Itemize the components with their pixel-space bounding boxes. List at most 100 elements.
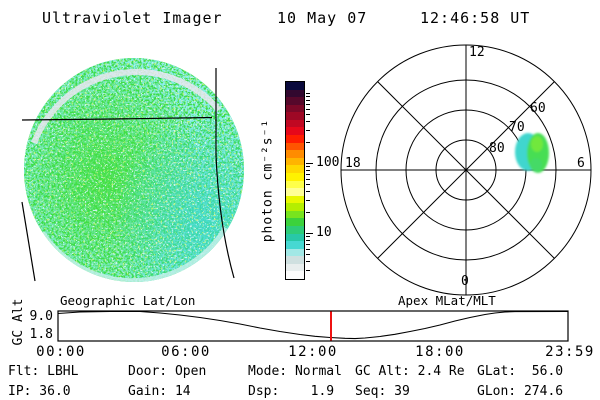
colorbar-major-tick-100 — [306, 163, 313, 164]
gc-alt-curve — [57, 310, 569, 340]
colorbar-segment — [286, 97, 304, 105]
colorbar-minor-tick — [306, 114, 310, 116]
gc-alt-timeline-plot — [57, 310, 569, 342]
colorbar-segment — [286, 271, 304, 280]
date-label: 10 May 07 — [277, 9, 368, 27]
mlt-label-18: 18 — [345, 156, 361, 171]
latitude-grid-line — [21, 116, 213, 121]
colorbar-tick-label-10: 10 — [316, 224, 332, 240]
colorbar-minor-tick — [306, 248, 310, 250]
status-ip: IP: 36.0 — [8, 384, 71, 399]
colorbar-segment — [286, 218, 304, 226]
colorbar-segment — [286, 203, 304, 211]
mlat-label-80: 80 — [489, 141, 505, 156]
ytick-1-8: 1.8 — [29, 327, 53, 342]
mlat-label-70: 70 — [509, 120, 525, 135]
geographic-grid-lines — [21, 68, 235, 282]
status-seq: Seq: 39 — [355, 384, 410, 399]
colorbar-minor-tick — [306, 191, 310, 193]
colorbar-segment — [286, 165, 304, 173]
colorbar-minor-tick — [306, 141, 310, 143]
xtick-1800: 18:00 — [415, 344, 465, 360]
status-mode: Mode: Normal — [248, 364, 342, 379]
xtick-1200: 12:00 — [288, 344, 338, 360]
colorbar-minor-tick — [306, 184, 310, 186]
colorbar-segment — [286, 248, 304, 257]
page-title: Ultraviolet Imager — [42, 9, 223, 27]
status-glat: GLat: 56.0 — [477, 364, 564, 379]
polar-grid — [340, 44, 592, 296]
colorbar-segment — [286, 210, 304, 219]
xtick-2359: 23:59 — [545, 344, 595, 360]
apex-polar-plot: 12 18 6 0 60 70 80 — [340, 44, 592, 296]
colorbar-minor-tick — [306, 103, 310, 105]
status-gc-alt: GC Alt: 2.4 Re — [355, 364, 465, 379]
colorbar-minor-tick — [306, 243, 310, 245]
longitude-grid-line — [215, 68, 235, 279]
longitude-grid-line-2 — [21, 201, 36, 282]
colorbar-segment — [286, 195, 304, 204]
colorbar-segment — [286, 225, 304, 234]
polar-caption: Apex MLat/MLT — [398, 293, 496, 308]
colorbar-unit-label: photon cm⁻²s⁻¹ — [260, 118, 276, 243]
colorbar-segment — [286, 150, 304, 158]
disk-pixels — [24, 58, 244, 282]
polar-labels: 12 18 6 0 60 70 80 — [345, 45, 585, 289]
mlt-label-6: 6 — [577, 156, 585, 171]
status-gain: Gain: 14 — [128, 384, 191, 399]
ytick-9: 9.0 — [29, 309, 53, 324]
colorbar-minor-tick — [306, 199, 310, 201]
mlat-label-60: 60 — [530, 101, 546, 116]
disk-top-fringe — [31, 68, 222, 145]
colorbar-minor-tick — [306, 254, 310, 256]
colorbar-segment — [286, 119, 304, 128]
colorbar-minor-tick — [306, 169, 310, 171]
colorbar-segment — [286, 188, 304, 196]
colorbar-minor-tick — [306, 108, 310, 110]
colorbar-minor-tick — [306, 173, 310, 175]
colorbar-minor-tick — [306, 239, 310, 241]
colorbar-minor-tick — [306, 96, 310, 98]
colorbar-segment — [286, 89, 304, 98]
colorbar-minor-tick — [306, 99, 310, 101]
colorbar-minor-tick — [306, 236, 310, 238]
status-glon: GLon: 274.6 — [477, 384, 564, 399]
colorbar-segment — [286, 135, 304, 143]
colorbar-major-tick-10 — [306, 233, 313, 234]
colorbar-minor-tick — [306, 270, 310, 272]
colorbar-segment — [286, 157, 304, 166]
status-flt: Flt: LBHL — [8, 364, 79, 379]
colorbar-minor-tick — [306, 166, 310, 168]
colorbar-segment — [286, 263, 304, 272]
colorbar-minor-tick — [306, 93, 310, 94]
disk-caption: Geographic Lat/Lon — [60, 293, 196, 308]
colorbar-segment — [286, 112, 304, 120]
colorbar-segment — [286, 241, 304, 249]
colorbar-gradient — [285, 81, 305, 280]
mlt-label-0: 0 — [461, 274, 469, 289]
colorbar-minor-tick — [306, 121, 310, 123]
colorbar-segment — [286, 180, 304, 189]
colorbar-segment — [286, 104, 304, 113]
colorbar-minor-tick — [306, 261, 310, 263]
colorbar-segment — [286, 233, 304, 242]
colorbar-segment — [286, 142, 304, 151]
mlt-spoke-diag-2 — [377, 81, 555, 259]
xtick-0000: 00:00 — [36, 344, 86, 360]
colorbar-segment — [286, 256, 304, 264]
status-door: Door: Open — [128, 364, 207, 379]
colorbar-minor-tick — [306, 129, 310, 131]
colorbar-minor-tick — [306, 211, 310, 213]
colorbar-minor-tick — [306, 178, 310, 180]
uv-disk-image — [21, 58, 244, 282]
mlt-label-12: 12 — [469, 45, 485, 60]
xtick-0600: 06:00 — [161, 344, 211, 360]
timeline-frame — [57, 310, 569, 342]
time-label: 12:46:58 UT — [420, 9, 531, 27]
colorbar-segment — [286, 172, 304, 181]
status-dsp: Dsp: 1.9 — [248, 384, 335, 399]
colorbar-segment — [286, 82, 304, 90]
timeline-y-axis-label: GC Alt — [11, 298, 26, 346]
aurora-emission-blob — [515, 133, 549, 173]
